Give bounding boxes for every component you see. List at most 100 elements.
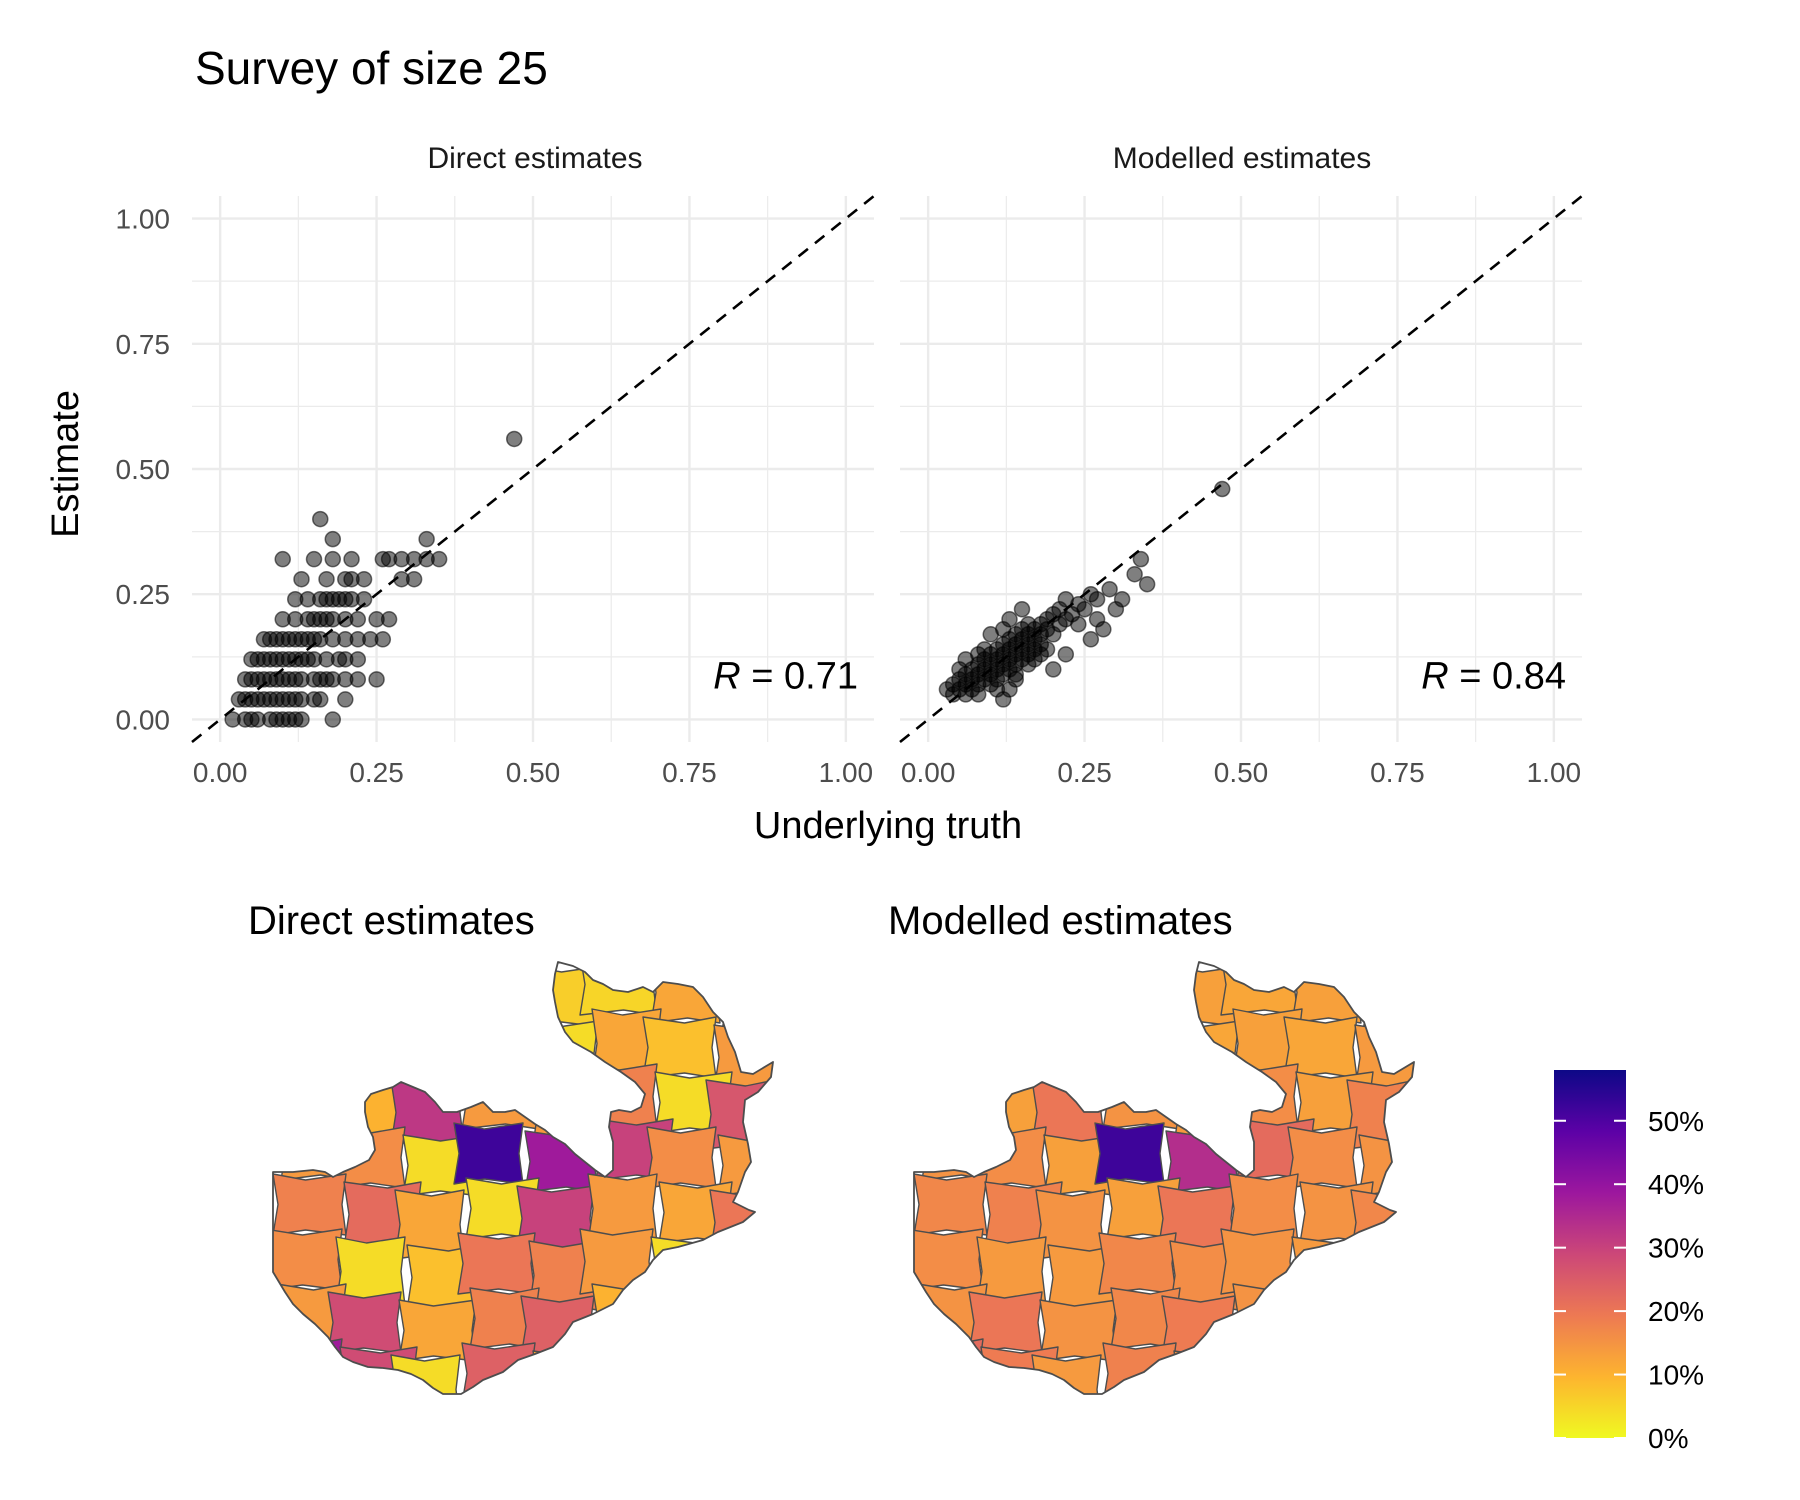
legend-label: 30% bbox=[1648, 1233, 1704, 1264]
district-region bbox=[273, 1338, 343, 1394]
x-tick-label: 0.00 bbox=[901, 757, 956, 788]
legend-label: 10% bbox=[1648, 1360, 1704, 1391]
district-region bbox=[276, 1008, 351, 1071]
district-region bbox=[520, 1020, 599, 1087]
data-point bbox=[1007, 671, 1025, 688]
district-region bbox=[1220, 962, 1299, 1016]
district-region bbox=[1350, 1189, 1414, 1256]
data-point bbox=[349, 651, 367, 668]
district-region bbox=[390, 1354, 461, 1394]
data-point bbox=[1082, 631, 1100, 648]
data-point bbox=[355, 570, 373, 588]
district-region bbox=[709, 1189, 773, 1256]
district-region bbox=[646, 1126, 717, 1189]
district-region bbox=[1031, 1354, 1102, 1394]
district-region bbox=[1110, 1012, 1185, 1075]
district-region bbox=[339, 1346, 418, 1394]
x-tick-label: 0.25 bbox=[349, 757, 404, 788]
district-region bbox=[1094, 1122, 1165, 1185]
data-point bbox=[368, 671, 385, 688]
district-region bbox=[583, 1063, 658, 1130]
data-point bbox=[380, 611, 398, 628]
data-point bbox=[505, 430, 523, 448]
data-point bbox=[994, 621, 1012, 638]
data-point bbox=[318, 570, 335, 588]
y-tick-label: 0.25 bbox=[116, 579, 171, 610]
district-region bbox=[1354, 1299, 1414, 1362]
data-point bbox=[337, 691, 354, 708]
y-axis-title: Estimate bbox=[45, 390, 87, 538]
data-point bbox=[1126, 565, 1143, 583]
data-point bbox=[1095, 621, 1112, 638]
district-region bbox=[914, 1228, 984, 1291]
district-region bbox=[1283, 1291, 1354, 1354]
district-region bbox=[1346, 1354, 1414, 1394]
district-region bbox=[1362, 1244, 1414, 1315]
scatter-panel-direct: 0.00 0.25 0.50 0.75 1.00 0.00 0.25 0.50 0.75 1.00… bbox=[116, 194, 875, 788]
district-region bbox=[1232, 1283, 1311, 1346]
district-region bbox=[1291, 962, 1362, 1024]
district-region bbox=[968, 1016, 1047, 1083]
data-point bbox=[1076, 601, 1093, 618]
district-region bbox=[273, 1228, 343, 1291]
data-point bbox=[1032, 646, 1050, 663]
country-outline bbox=[913, 961, 1415, 1395]
district-region bbox=[1291, 1236, 1370, 1299]
map-title-modelled: Modelled estimates bbox=[888, 899, 1233, 943]
map-districts bbox=[914, 962, 1414, 1394]
data-point bbox=[274, 550, 291, 568]
map-title-direct: Direct estimates bbox=[248, 899, 535, 943]
district-region bbox=[914, 1173, 988, 1236]
data-point bbox=[324, 530, 342, 548]
district-region bbox=[721, 969, 773, 1032]
district-region bbox=[1098, 962, 1169, 1020]
district-region bbox=[1161, 1020, 1240, 1087]
choropleth-map-modelled bbox=[913, 961, 1415, 1395]
data-point bbox=[1113, 590, 1131, 608]
y-tick-label: 1.00 bbox=[116, 204, 171, 235]
x-tick-label: 0.00 bbox=[193, 757, 248, 788]
data-point bbox=[293, 711, 310, 728]
legend-label: 50% bbox=[1648, 1106, 1704, 1137]
district-region bbox=[980, 1346, 1059, 1394]
legend-label: 0% bbox=[1648, 1423, 1688, 1454]
district-region bbox=[406, 969, 485, 1032]
district-region bbox=[273, 1173, 347, 1236]
data-point bbox=[324, 711, 342, 728]
district-region bbox=[273, 1063, 347, 1126]
data-point bbox=[951, 661, 968, 678]
y-tick-label: 0.00 bbox=[116, 704, 171, 735]
district-region bbox=[591, 1283, 670, 1346]
data-point bbox=[349, 671, 367, 688]
scatter-panel-modelled: 0.00 0.25 0.50 0.75 1.00 R = 0.84 bbox=[899, 194, 1583, 788]
district-region bbox=[457, 962, 528, 1020]
x-tick-label: 0.75 bbox=[1370, 757, 1425, 788]
x-tick-label: 1.00 bbox=[819, 757, 874, 788]
data-point bbox=[343, 550, 360, 568]
district-region bbox=[457, 1232, 536, 1295]
data-point bbox=[1057, 646, 1075, 663]
legend-colorbar bbox=[1554, 1070, 1626, 1438]
district-region bbox=[650, 962, 721, 1024]
data-point bbox=[312, 510, 329, 528]
data-point bbox=[1013, 601, 1031, 618]
district-region bbox=[914, 1338, 984, 1394]
district-region bbox=[1173, 1350, 1252, 1394]
district-region bbox=[1287, 1126, 1358, 1189]
district-region bbox=[654, 1346, 729, 1394]
correlation-annotation: R = 0.71 bbox=[713, 655, 858, 697]
data-point bbox=[1138, 575, 1156, 593]
choropleth-map-direct bbox=[272, 961, 774, 1395]
data-point bbox=[1213, 480, 1231, 498]
district-region bbox=[461, 1067, 540, 1130]
data-point bbox=[430, 550, 448, 568]
legend-label: 40% bbox=[1648, 1169, 1704, 1200]
color-legend: 0% 10% 20% 30% 40% 50% bbox=[1554, 1070, 1704, 1454]
data-point bbox=[312, 691, 329, 708]
district-region bbox=[532, 1350, 611, 1394]
x-tick-label: 0.75 bbox=[662, 757, 717, 788]
x-tick-label: 0.25 bbox=[1057, 757, 1112, 788]
data-point bbox=[988, 681, 1006, 698]
data-point bbox=[1070, 616, 1087, 633]
